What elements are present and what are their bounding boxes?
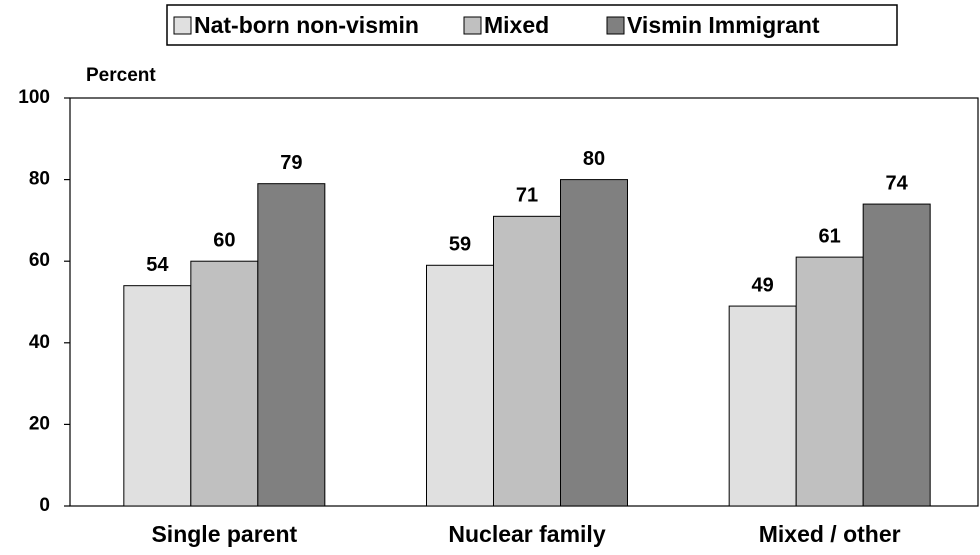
x-tick-label: Single parent	[151, 521, 297, 547]
value-label: 59	[449, 234, 471, 256]
bar	[862, 203, 931, 507]
value-label: 80	[583, 148, 605, 170]
bar	[123, 285, 192, 507]
bar	[257, 183, 326, 507]
y-tick-label: 20	[29, 413, 50, 434]
y-tick-label: 0	[39, 495, 50, 516]
value-label: 54	[146, 254, 169, 276]
bar	[728, 305, 797, 507]
legend-swatch	[463, 16, 482, 35]
bar	[795, 256, 864, 507]
legend-label: Nat-born non-vismin	[194, 12, 419, 38]
value-label: 61	[819, 225, 841, 247]
value-label: 49	[752, 274, 774, 296]
legend-label: Vismin Immigrant	[627, 12, 820, 38]
legend-label: Mixed	[484, 12, 549, 38]
bar	[426, 264, 494, 507]
legend-box	[166, 4, 898, 46]
legend-swatch	[173, 16, 192, 35]
y-tick-label: 100	[18, 87, 50, 108]
value-label: 71	[516, 185, 538, 207]
x-tick-label: Mixed / other	[759, 521, 901, 547]
y-tick-label: 80	[29, 169, 50, 190]
bar	[560, 179, 628, 507]
bar	[190, 260, 259, 507]
y-axis-label: Percent	[86, 65, 156, 86]
y-tick-label: 40	[29, 332, 50, 353]
value-label: 60	[213, 229, 235, 251]
x-tick-label: Nuclear family	[448, 521, 605, 547]
y-tick-label: 60	[29, 250, 50, 271]
bar	[493, 215, 561, 507]
value-label: 79	[280, 152, 302, 174]
value-label: 74	[886, 172, 909, 194]
legend-swatch	[606, 16, 625, 35]
